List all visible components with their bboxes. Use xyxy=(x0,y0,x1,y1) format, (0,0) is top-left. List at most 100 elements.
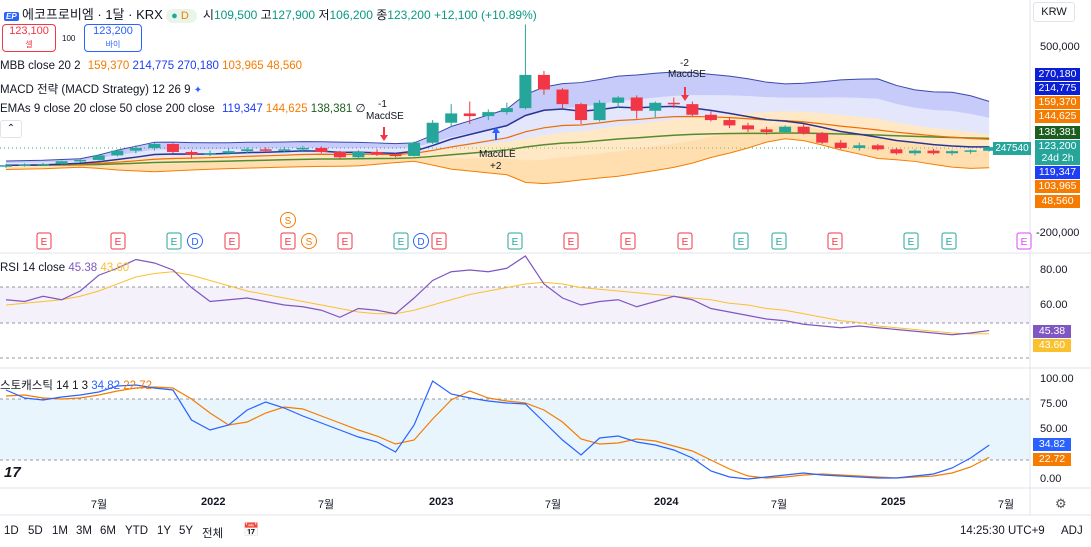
candle-body xyxy=(779,126,792,133)
close-label: 종 xyxy=(376,8,388,22)
range-button-1[interactable]: 5D xyxy=(28,525,43,537)
collapse-legend-icon[interactable]: ⌃ xyxy=(0,120,22,138)
date-range-icon[interactable]: 📅 xyxy=(243,522,260,537)
event-marker-text: E xyxy=(398,237,405,248)
rsi-tick-60: 60.00 xyxy=(1040,299,1068,311)
event-marker-circle xyxy=(413,233,429,249)
range-button-2[interactable]: 1M xyxy=(52,525,68,537)
range-button-4[interactable]: 6M xyxy=(100,525,116,537)
candle-body xyxy=(704,114,717,121)
settings-gear-icon[interactable]: ⚙ xyxy=(1055,496,1067,511)
low-label: 저 xyxy=(318,8,330,22)
clock-time[interactable]: 14:25:30 UTC+9 xyxy=(960,525,1045,537)
event-marker-circle xyxy=(301,233,317,249)
stoch-k-line xyxy=(5,380,990,480)
event-marker-box xyxy=(563,232,579,250)
candle-body xyxy=(649,102,662,111)
price-tag: 270,180 xyxy=(1035,68,1080,81)
event-marker-box xyxy=(771,232,787,250)
event-marker-e: E xyxy=(827,232,843,250)
ema-legend[interactable]: EMAs 9 close 20 close 50 close 200 close… xyxy=(0,101,366,115)
status-dot-icon: ● xyxy=(171,10,178,22)
ema-value-1: 119,347 xyxy=(222,103,263,115)
stoch-tick-50: 50.00 xyxy=(1040,423,1068,435)
event-marker-box xyxy=(36,232,52,250)
time-tick: 2025 xyxy=(881,496,906,508)
event-marker-text: E xyxy=(568,237,575,248)
event-marker-text: E xyxy=(738,237,745,248)
rsi-legend[interactable]: RSI 14 close 45.38 43.60 xyxy=(0,262,129,274)
event-marker-text: E xyxy=(832,237,839,248)
event-marker-box xyxy=(166,232,182,250)
time-tick: 7월 xyxy=(997,499,1015,511)
last-price-label: 247540 xyxy=(993,142,1031,155)
sell-label: 셀 xyxy=(25,40,33,49)
stoch-tag-2: 22.72 xyxy=(1033,453,1071,466)
ema9-line xyxy=(5,105,990,166)
sell-button[interactable]: 123,100 셀 xyxy=(2,24,56,52)
adj-button[interactable]: ADJ xyxy=(1061,525,1083,537)
candle-body xyxy=(259,149,272,151)
candle-body xyxy=(111,150,124,156)
event-marker-text: S xyxy=(285,216,292,227)
candle-body xyxy=(92,155,105,160)
buy-label: 바이 xyxy=(105,40,121,49)
event-marker-e: E xyxy=(1016,232,1032,250)
mbb-legend[interactable]: MBB close 20 2 159,370 214,775 270,180 1… xyxy=(0,60,302,72)
candle-body xyxy=(519,74,532,109)
range-button-5[interactable]: YTD xyxy=(125,525,148,537)
ema-value-3: 138,381 xyxy=(310,103,353,115)
event-marker-box xyxy=(620,232,636,250)
event-marker-e: E xyxy=(563,232,579,250)
candle-body xyxy=(686,104,699,115)
tradingview-logo[interactable]: 17 xyxy=(4,464,21,481)
buy-button[interactable]: 123,200 바이 xyxy=(84,24,142,52)
mbb-value-4: 103,965 xyxy=(222,60,264,72)
macdse-2-arrowhead xyxy=(681,95,689,101)
range-button-7[interactable]: 5Y xyxy=(179,525,194,537)
candle-body xyxy=(278,149,291,151)
rsi-value-2: 43.60 xyxy=(100,262,130,274)
range-button-3[interactable]: 3M xyxy=(76,525,92,537)
candle-body xyxy=(74,159,87,162)
macdle-qty: +2 xyxy=(490,161,502,172)
macd-legend[interactable]: MACD 전략 (MACD Strategy) 12 26 9 ✦ xyxy=(0,81,202,97)
candle-body xyxy=(964,150,977,152)
mbb-lower2-fill xyxy=(6,125,990,184)
candle-body xyxy=(166,143,179,152)
ema-title: EMAs 9 close 20 close 50 close 200 close xyxy=(0,103,215,115)
candle-body xyxy=(983,147,996,151)
price-tick-500000: 500,000 xyxy=(1040,41,1080,53)
event-marker-text: E xyxy=(776,237,783,248)
macdse-2-qty: -2 xyxy=(680,58,689,69)
event-marker-box xyxy=(903,232,919,250)
candle-body xyxy=(760,129,773,133)
event-marker-s: S xyxy=(301,233,317,249)
price-tick-neg200000: -200,000 xyxy=(1036,227,1080,239)
symbol-title[interactable]: 에코프로비엠 · 1달 · KRX xyxy=(22,7,163,22)
event-marker-text: S xyxy=(306,237,313,248)
rsi-tag-1: 45.38 xyxy=(1033,325,1071,338)
candle-body xyxy=(871,145,884,150)
candle-body xyxy=(556,89,569,105)
event-marker-text: E xyxy=(171,237,178,248)
range-button-0[interactable]: 1D xyxy=(4,525,19,537)
candle-body xyxy=(55,161,68,164)
stoch-legend[interactable]: 스토캐스틱 14 1 3 34.82 22.72 xyxy=(0,377,152,393)
stoch-title: 스토캐스틱 14 1 3 xyxy=(0,380,89,392)
range-button-8[interactable]: 전체 xyxy=(202,528,224,540)
time-tick: 2024 xyxy=(654,496,679,508)
stoch-d-line xyxy=(5,386,990,479)
event-marker-text: E xyxy=(682,237,689,248)
range-button-6[interactable]: 1Y xyxy=(157,525,172,537)
candle-body xyxy=(129,147,142,151)
candle-body xyxy=(667,102,680,105)
candle-body xyxy=(333,151,346,158)
macd-settings-icon[interactable]: ✦ xyxy=(193,85,203,96)
symbol-header[interactable]: EP 에코프로비엠 · 1달 · KRX ● D 시109,500 고127,9… xyxy=(4,4,537,23)
currency-selector[interactable]: KRW xyxy=(1033,2,1075,22)
time-tick: 7월 xyxy=(317,499,335,511)
event-marker-text: E xyxy=(946,237,953,248)
event-marker-box xyxy=(507,232,523,250)
